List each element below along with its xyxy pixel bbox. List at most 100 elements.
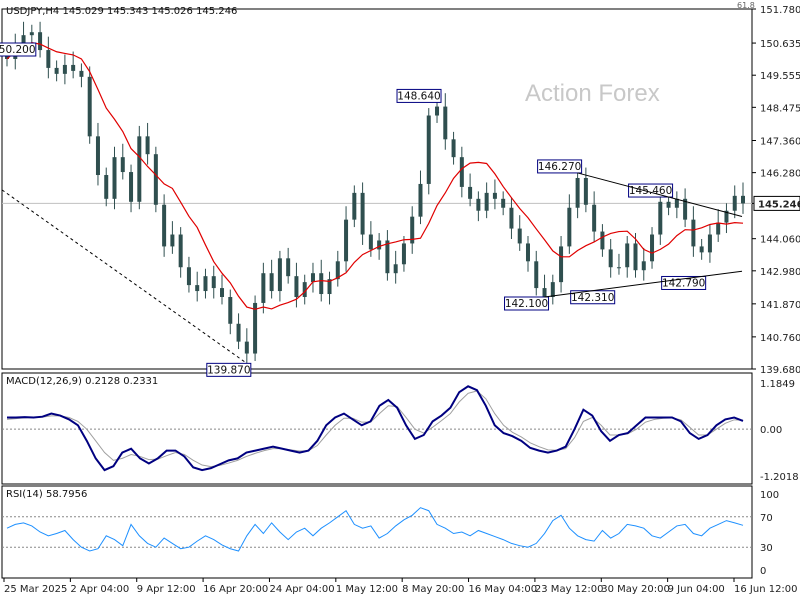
candle-body — [691, 219, 696, 247]
price-annotation-box — [661, 275, 707, 290]
time-tick-label: 24 Apr 04:00 — [269, 584, 334, 595]
candle-body — [716, 222, 721, 235]
candle-body — [62, 64, 67, 74]
rsi-tick-label: 100 — [760, 490, 779, 501]
candle-body — [732, 195, 737, 211]
price-annotation-label: 142.100 — [505, 298, 548, 310]
candle-body — [393, 264, 398, 274]
candle-body — [211, 276, 216, 289]
candle-body — [583, 177, 588, 205]
candle-body — [509, 207, 514, 229]
candle-body — [633, 243, 638, 271]
candle-body — [319, 273, 324, 295]
candle-body — [616, 267, 621, 269]
candle-body — [228, 297, 233, 324]
candle-body — [269, 273, 274, 292]
candle-body — [244, 341, 249, 354]
time-tick-label: 23 May 12:00 — [535, 584, 604, 595]
candle-body — [21, 35, 26, 45]
price-annotation-box — [628, 183, 674, 198]
moving-average-line — [6, 41, 744, 310]
candle-body — [335, 261, 340, 280]
candle-body — [112, 157, 117, 199]
candle-body — [277, 258, 282, 292]
candle-body — [435, 106, 440, 116]
candle-body — [534, 261, 539, 289]
price-tick-label: 147.360 — [760, 137, 800, 148]
candle-body — [261, 273, 266, 303]
rsi-line — [6, 507, 744, 552]
candle-body — [46, 50, 51, 68]
macd-tick-label: -1.2018 — [760, 472, 799, 483]
price-header: USDJPY,H4 145.029 145.343 145.026 145.24… — [6, 6, 237, 17]
candle-body — [195, 285, 200, 292]
candle-body — [699, 246, 704, 253]
candle-body — [145, 136, 150, 155]
trendline — [1, 189, 248, 364]
candle-body — [741, 195, 745, 204]
candle-body — [559, 246, 564, 283]
candle-body — [724, 210, 729, 223]
watermark: Action Forex — [525, 80, 660, 107]
candle-body — [178, 234, 183, 268]
candle-body — [459, 157, 464, 187]
candle-body — [484, 192, 489, 211]
candle-body — [327, 279, 332, 295]
price-annotation-label: 148.640 — [397, 90, 440, 102]
macd-tick-label: 0.00 — [760, 425, 782, 436]
candle-body — [707, 234, 712, 253]
candle-body — [294, 276, 299, 297]
candle-body — [302, 282, 307, 297]
candle-body — [129, 172, 134, 202]
time-tick-label: 9 Jun 04:00 — [668, 584, 725, 595]
candle-body — [625, 243, 630, 268]
candle-body — [253, 302, 258, 354]
macd-tick-label: 1.1849 — [760, 379, 795, 390]
time-tick-label: 25 Mar 2025 — [4, 584, 67, 595]
candle-body — [79, 70, 84, 77]
candle-body — [29, 32, 34, 36]
trendline — [544, 270, 743, 298]
candle-body — [203, 276, 208, 292]
candle-body — [600, 231, 605, 250]
candle-body — [71, 64, 76, 71]
price-panel — [1, 8, 753, 370]
candle-body — [592, 204, 597, 232]
price-annotation-box — [504, 296, 550, 311]
candle-body — [683, 198, 688, 220]
candle-body — [87, 76, 92, 137]
candle-body — [401, 243, 406, 265]
time-tick-label: 16 Jun 12:00 — [734, 584, 798, 595]
candle-body — [344, 219, 349, 262]
price-tick-label: 142.980 — [760, 267, 800, 278]
candle-body — [162, 204, 167, 247]
price-tick-label: 151.780 — [760, 5, 800, 16]
candle-body — [443, 106, 448, 140]
price-annotation-box — [396, 88, 442, 103]
candle-body — [567, 207, 572, 247]
candle-body — [517, 228, 522, 244]
time-tick-label: 30 May 20:00 — [601, 584, 670, 595]
candle-body — [468, 186, 473, 199]
price-tick-label: 150.635 — [760, 39, 800, 50]
candle-body — [666, 201, 671, 208]
price-annotation-label: 139.870 — [207, 364, 250, 376]
candle-body — [137, 136, 142, 202]
price-tick-label: 139.680 — [760, 365, 800, 376]
trendline — [577, 172, 743, 217]
time-tick-label: 2 Apr 04:00 — [70, 584, 129, 595]
price-annotation-box — [206, 362, 252, 377]
price-tick-label: 146.280 — [760, 169, 800, 180]
time-tick-label: 16 May 04:00 — [469, 584, 538, 595]
candle-body — [492, 192, 497, 199]
candle-body — [658, 201, 663, 235]
price-tick-label: 144.060 — [760, 235, 800, 246]
candle-body — [525, 243, 530, 262]
price-annotation-box — [0, 42, 37, 57]
candle-body — [153, 154, 158, 205]
candle-body — [650, 234, 655, 262]
candle-body — [170, 234, 175, 247]
candle-body — [368, 234, 373, 250]
rsi-panel — [1, 485, 753, 579]
candle-body — [501, 198, 506, 208]
